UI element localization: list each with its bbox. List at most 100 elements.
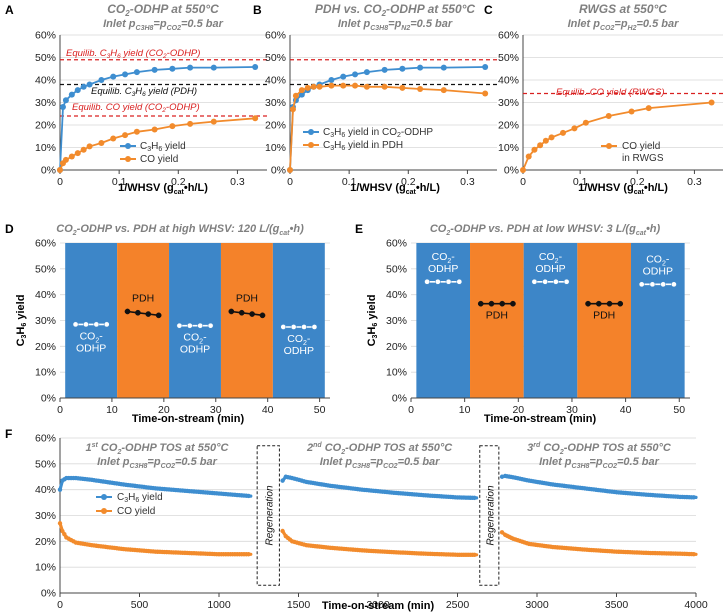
data-point (671, 281, 677, 288)
mode-band (65, 243, 118, 398)
regeneration-box (479, 445, 500, 586)
panel-f: F 0% 10% 20% 30% 40% 50% 60% 0 500 1000 1500 2000 25… (5, 427, 708, 612)
data-point (68, 91, 75, 98)
x-tick-label: 500 (131, 599, 149, 611)
x-tick-label: 0.3 (230, 176, 245, 188)
data-point (585, 300, 591, 307)
data-point (93, 321, 100, 328)
data-point (445, 278, 452, 285)
data-point (228, 308, 235, 315)
data-point (525, 153, 532, 160)
y-tick-label: 60% (35, 30, 56, 42)
data-point (246, 493, 251, 499)
data-point (151, 66, 158, 73)
x-tick-label: 0.2 (401, 176, 416, 188)
data-point (207, 322, 214, 329)
data-point (708, 99, 715, 106)
data-point (563, 278, 570, 285)
y-tick-label: 50% (35, 458, 56, 470)
panel-b-title-2: Inlet pC3H8=pN2=0.5 bar (338, 18, 453, 32)
data-point (187, 64, 194, 71)
data-point (135, 309, 141, 316)
data-point (292, 92, 299, 99)
data-point (155, 312, 162, 319)
panel-b-title-1: PDH vs. CO2-ODHP at 550°C (315, 2, 476, 18)
panel-c-title-1: RWGS at 550°C (579, 2, 667, 16)
band-label-line2: ODHP (535, 263, 565, 275)
data-point (660, 281, 667, 288)
x-tick-label: 0 (57, 176, 63, 188)
panel-c-xlabel: 1/WHSV (gcat•h/L) (578, 182, 668, 196)
x-tick-label: 0 (287, 176, 293, 188)
y-tick-label: 40% (386, 289, 407, 301)
data-point (649, 281, 656, 288)
panel-b-xlabel: 1/WHSV (gcat•h/L) (350, 182, 440, 196)
data-point (381, 83, 388, 90)
x-tick-label: 0 (57, 599, 63, 611)
x-tick-label: 0.1 (342, 176, 357, 188)
data-point (548, 134, 555, 141)
panel-a-legend: C3H6 yield CO yield (120, 141, 186, 165)
data-point (122, 132, 129, 139)
y-tick-label: 60% (386, 238, 407, 250)
y-tick-label: 20% (265, 120, 286, 132)
y-tick-label: 30% (35, 315, 56, 327)
cycle-title: 2nd CO2-ODHP TOS at 550°C (306, 442, 453, 456)
legend-b-odhp: C3H6 yield in CO2-ODHP (323, 127, 433, 139)
data-point (289, 106, 296, 113)
panel-letter-c: C (484, 3, 493, 17)
axes-b: 0% 10% 20% 30% 40% 50% 60% 0 0.1 0.2 0.3 (265, 30, 497, 188)
data-point (542, 137, 549, 144)
y-tick-label: 10% (498, 142, 519, 154)
data-point (531, 146, 538, 153)
data-point (472, 552, 477, 557)
data-point (595, 300, 602, 307)
data-point (340, 73, 347, 80)
data-point (553, 278, 559, 285)
panel-a: A CO2-ODHP at 550°C Inlet pC3H8=pCO2=0.5… (5, 2, 267, 196)
data-point (477, 300, 484, 307)
band-label: PDH (593, 310, 615, 322)
data-point (352, 82, 359, 89)
data-point (310, 83, 317, 90)
cycle-title: 3rd CO2-ODHP TOS at 550°C (527, 442, 672, 456)
panel-letter-a: A (5, 3, 14, 17)
axes-c: 0% 10% 20% 30% 40% 50% 60% 0 0.1 0.2 0.3 (498, 30, 723, 188)
band-label-line2: ODHP (428, 263, 458, 275)
band-label-line2: ODHP (76, 342, 106, 354)
y-tick-label: 20% (35, 120, 56, 132)
x-tick-label: 2500 (446, 599, 470, 611)
x-tick-label: 0.2 (630, 176, 645, 188)
data-point (210, 64, 217, 71)
panel-d-xlabel: Time-on-stream (min) (132, 413, 245, 425)
data-point (499, 300, 506, 307)
legend-c-line2: in RWGS (622, 153, 664, 164)
x-tick-label: 20 (512, 404, 524, 416)
data-point (399, 65, 406, 72)
data-point (62, 156, 69, 163)
x-tick-label: 40 (262, 404, 274, 416)
data-point (456, 278, 463, 285)
y-tick-label: 0% (41, 165, 56, 177)
legend-b-pdh: C3H6 yield in PDH (323, 140, 403, 152)
band-label-line2: ODHP (643, 265, 673, 277)
panel-letter-b: B (253, 3, 262, 17)
data-point (628, 108, 635, 115)
data-point (316, 83, 323, 90)
y-tick-label: 50% (265, 52, 286, 64)
panel-c-eq-label: Equilib. CO yield (RWGS) (556, 87, 665, 98)
data-point (488, 300, 495, 307)
data-point (238, 309, 245, 316)
x-tick-label: 2000 (366, 599, 390, 611)
y-tick-label: 40% (265, 75, 286, 87)
data-point (110, 73, 117, 80)
x-tick-label: 30 (210, 404, 222, 416)
regeneration-label: Regeneration (485, 485, 496, 545)
y-tick-label: 50% (386, 263, 407, 275)
mode-band (272, 243, 325, 398)
data-point (645, 105, 652, 112)
legend-c-line1: CO yield (622, 141, 660, 152)
band-label-line2: ODHP (180, 344, 210, 356)
data-point (606, 300, 613, 307)
